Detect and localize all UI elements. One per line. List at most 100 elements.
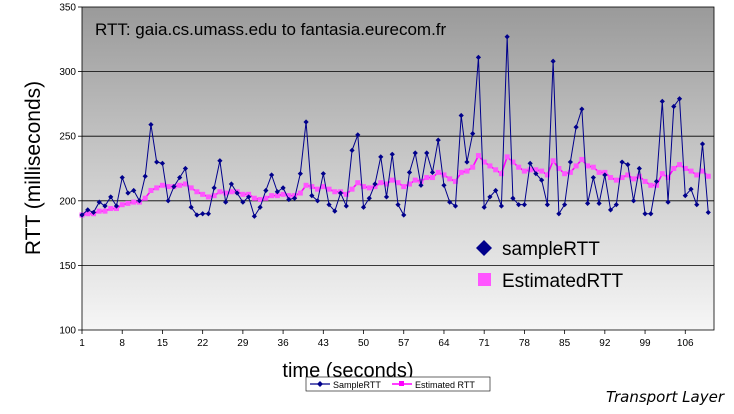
sample-rtt-point — [148, 121, 154, 128]
estimated-rtt-point — [96, 208, 102, 214]
sample-rtt-point — [418, 182, 424, 188]
estimated-rtt-point — [217, 189, 223, 195]
sample-rtt-point — [378, 154, 384, 160]
estimated-rtt-point — [533, 167, 539, 173]
legend-diamond-marker — [476, 240, 492, 256]
estimated-rtt-point — [688, 168, 694, 174]
estimated-rtt-point — [510, 159, 516, 165]
sample-rtt-point — [85, 207, 91, 213]
sample-rtt-point — [337, 190, 344, 196]
sample-rtt-point — [458, 112, 464, 119]
estimated-rtt-point — [613, 177, 619, 183]
estimated-rtt-point — [309, 184, 315, 190]
sample-rtt-point — [240, 199, 246, 205]
chart-title: RTT: gaia.cs.umass.edu to fantasia.eurec… — [95, 20, 447, 39]
estimated-rtt-point — [481, 159, 487, 165]
estimated-rtt-point — [567, 169, 573, 175]
sample-rtt-point — [131, 187, 137, 194]
sample-rtt-point — [286, 196, 292, 203]
sample-rtt-point — [556, 211, 562, 217]
sample-rtt-point — [682, 193, 688, 199]
sample-rtt-point — [154, 159, 160, 165]
sample-rtt-point — [539, 177, 545, 183]
sample-rtt-point — [257, 204, 263, 210]
y-axis-label: RTT (milliseconds) — [22, 81, 45, 255]
x-tick-label: 22 — [197, 338, 209, 349]
sample-rtt-point — [251, 213, 257, 219]
sample-rtt-point — [699, 141, 706, 147]
sample-rtt-point — [395, 202, 401, 208]
sample-rtt-point — [544, 202, 550, 208]
sample-rtt-point — [596, 200, 602, 206]
estimated-rtt-point — [154, 185, 160, 191]
estimated-rtt-point — [573, 163, 579, 169]
bottom-legend-samplertt-label: SampleRTT — [333, 380, 381, 390]
estimated-rtt-point — [125, 200, 131, 206]
estimated-rtt-point — [108, 206, 114, 212]
estimated-rtt-point — [424, 175, 430, 181]
estimated-rtt-point — [694, 172, 700, 178]
estimated-rtt-point — [200, 191, 206, 197]
x-tick-label: 8 — [119, 338, 125, 349]
estimated-rtt-point — [315, 186, 321, 192]
sample-rtt-point — [475, 54, 482, 60]
sample-rtt-point — [366, 195, 372, 201]
estimated-rtt-point — [671, 166, 677, 171]
sample-rtt-point — [659, 98, 665, 104]
estimated-rtt-point — [659, 171, 665, 177]
sample-rtt-point — [314, 198, 321, 204]
estimated-rtt-point — [263, 195, 269, 201]
estimated-rtt-point — [435, 169, 441, 175]
estimated-rtt-point — [464, 168, 470, 174]
x-tick-label: 36 — [278, 338, 290, 349]
sample-rtt-point — [516, 202, 522, 208]
sample-rtt-point — [493, 187, 499, 194]
sample-rtt-point — [441, 182, 447, 188]
estimated-rtt-point — [349, 186, 355, 192]
estimated-rtt-point — [516, 164, 522, 170]
estimated-rtt-point — [223, 190, 229, 196]
x-tick-label: 1 — [79, 338, 85, 349]
corner-label: Transport Layer — [605, 388, 724, 406]
sample-rtt-point — [653, 178, 660, 185]
sample-rtt-point — [234, 190, 240, 196]
sample-rtt-point — [383, 194, 390, 200]
sample-rtt-point — [619, 159, 625, 165]
sample-rtt-point — [280, 185, 286, 191]
sample-rtt-point — [447, 199, 453, 205]
sample-rtt-point — [211, 185, 217, 191]
sample-rtt-point — [372, 181, 378, 187]
estimated-rtt-point — [159, 182, 165, 188]
sample-rtt-line — [81, 36, 709, 218]
sample-rtt-point — [142, 173, 148, 179]
sample-rtt-point — [550, 58, 556, 64]
sample-rtt-point — [291, 195, 298, 201]
estimated-rtt-point — [177, 182, 183, 188]
sample-rtt-point — [326, 202, 332, 208]
estimated-rtt-point — [447, 176, 453, 182]
estimated-rtt-point — [286, 193, 292, 199]
x-tick-label: 29 — [237, 338, 249, 349]
estimated-rtt-point — [228, 189, 234, 195]
sample-rtt-point — [694, 202, 700, 208]
estimated-rtt-point — [182, 181, 188, 187]
x-tick-label: 99 — [639, 338, 651, 349]
sample-rtt-point — [636, 165, 642, 172]
sample-rtt-point — [705, 209, 711, 216]
sample-rtt-point — [360, 204, 367, 210]
y-tick-label: 150 — [59, 261, 76, 272]
sample-rtt-point — [527, 160, 533, 166]
bottom-legend: SampleRTT Estimated RTT — [305, 376, 491, 392]
y-tick-label: 100 — [59, 326, 76, 337]
sample-rtt-point — [79, 212, 85, 218]
x-tick-label: 50 — [358, 338, 370, 349]
estimated-rtt-point — [642, 178, 648, 184]
sample-rtt-point — [406, 169, 413, 175]
estimated-rtt-point — [625, 172, 631, 178]
estimated-rtt-point — [240, 191, 246, 197]
estimated-rtt-point — [418, 178, 424, 184]
sample-rtt-point — [159, 160, 166, 166]
estimated-rtt-point — [579, 156, 585, 162]
estimated-rtt-point — [85, 211, 91, 217]
